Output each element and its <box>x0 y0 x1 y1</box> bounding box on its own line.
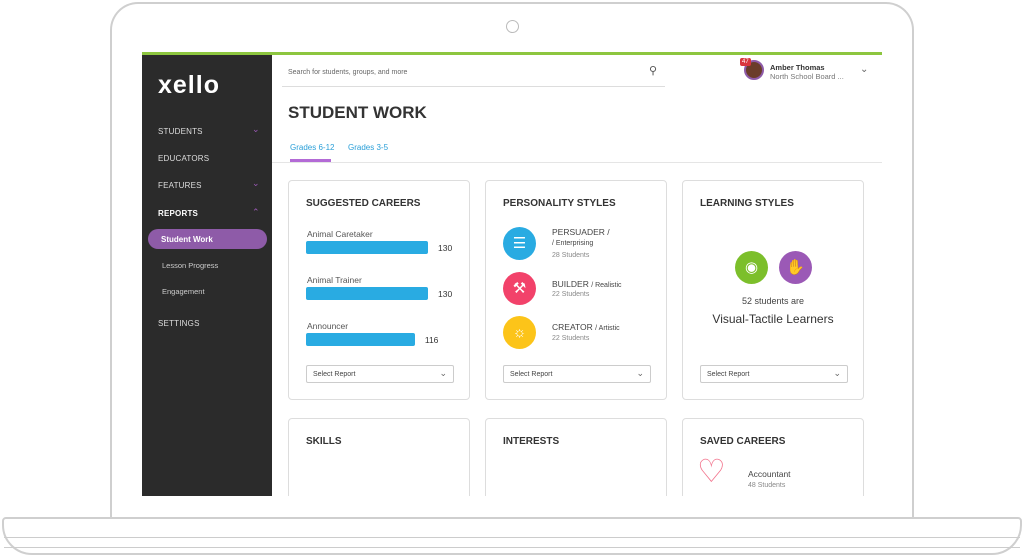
sidebar-item-features[interactable]: FEATURES <box>158 181 202 190</box>
sidebar-item-lesson-progress[interactable]: Lesson Progress <box>162 261 219 270</box>
search-icon[interactable]: ⚲ <box>649 65 658 77</box>
career-label: Animal Trainer <box>307 275 362 285</box>
career-bar <box>306 333 415 346</box>
career-value: 130 <box>438 289 453 299</box>
card-title: SKILLS <box>306 436 342 447</box>
sidebar: xello STUDENTS ⌄ EDUCATORS FEATURES ⌄ RE… <box>142 55 272 496</box>
card-title: SAVED CAREERS <box>700 436 786 447</box>
personality-count: 22 Students <box>552 291 590 298</box>
divider <box>272 162 882 163</box>
personality-name: PERSUADER / <box>552 227 610 237</box>
personality-styles-card: PERSONALITY STYLES ☰ PERSUADER / / Enter… <box>485 180 667 400</box>
sidebar-item-educators[interactable]: EDUCATORS <box>158 154 210 163</box>
card-title: SUGGESTED CAREERS <box>306 198 421 209</box>
sidebar-item-students[interactable]: STUDENTS <box>158 127 203 136</box>
screen: xello STUDENTS ⌄ EDUCATORS FEATURES ⌄ RE… <box>142 52 882 496</box>
laptop-base <box>2 517 1022 555</box>
heart-icon: ♡ <box>697 453 726 489</box>
notification-badge: 47 <box>740 58 751 66</box>
chevron-down-icon[interactable]: ⌄ <box>252 178 260 188</box>
select-label: Select Report <box>707 371 750 378</box>
logo: xello <box>158 71 220 99</box>
career-label: Animal Caretaker <box>307 229 373 239</box>
personality-count: 28 Students <box>552 252 590 259</box>
sidebar-item-engagement[interactable]: Engagement <box>162 287 205 296</box>
eye-icon: ◉ <box>735 251 768 284</box>
career-value: 116 <box>424 335 439 345</box>
user-name: Amber Thomas <box>770 63 825 72</box>
sidebar-item-student-work[interactable]: Student Work <box>148 229 267 249</box>
page-title: STUDENT WORK <box>288 103 427 122</box>
select-label: Select Report <box>510 371 553 378</box>
user-menu-chevron-icon[interactable]: ⌄ <box>860 64 869 75</box>
card-title: PERSONALITY STYLES <box>503 198 616 209</box>
personality-type: / Enterprising <box>552 240 594 247</box>
user-org: North School Board ... <box>770 72 844 81</box>
saved-careers-card: SAVED CAREERS ♡ Accountant 48 Students <box>682 418 864 496</box>
camera <box>506 20 519 33</box>
laptop-lid <box>110 2 914 524</box>
career-label: Announcer <box>307 321 349 331</box>
learning-styles-card: LEARNING STYLES ◉ ✋ 52 students are Visu… <box>682 180 864 400</box>
suggested-careers-card: SUGGESTED CAREERS Animal Caretaker 130 A… <box>288 180 470 400</box>
search-input[interactable]: Search for students, groups, and more <box>288 69 408 76</box>
chevron-down-icon: ⌄ <box>833 368 841 378</box>
chevron-down-icon: ⌄ <box>636 368 644 378</box>
hammer-icon: ⚒ <box>503 272 536 305</box>
saved-career-count: 48 Students <box>748 482 786 489</box>
sidebar-item-reports[interactable]: REPORTS <box>158 209 199 218</box>
tab-grades-6-12[interactable]: Grades 6-12 <box>290 143 335 152</box>
hand-icon: ✋ <box>779 251 812 284</box>
saved-career-name: Accountant <box>748 469 791 479</box>
select-label: Select Report <box>313 371 356 378</box>
learners-count: 52 students are <box>741 296 805 306</box>
search-underline <box>282 86 665 87</box>
speech-bubble-icon: ☰ <box>503 227 536 260</box>
personality-count: 22 Students <box>552 335 590 342</box>
personality-name: BUILDER / Realistic <box>552 279 622 289</box>
career-value: 130 <box>438 243 453 253</box>
active-tab-indicator <box>290 159 331 162</box>
skills-card: SKILLS <box>288 418 470 496</box>
career-bar <box>306 241 428 254</box>
personality-name: CREATOR / Artistic <box>552 322 620 332</box>
interests-card: INTERESTS <box>485 418 667 496</box>
chevron-down-icon[interactable]: ⌄ <box>252 124 260 134</box>
sidebar-item-settings[interactable]: SETTINGS <box>158 319 200 328</box>
select-report-dropdown[interactable]: Select Report ⌄ <box>503 365 651 383</box>
select-report-dropdown[interactable]: Select Report ⌄ <box>700 365 848 383</box>
chevron-up-icon[interactable]: ⌃ <box>252 207 260 217</box>
career-bar <box>306 287 428 300</box>
card-title: INTERESTS <box>503 436 560 447</box>
tab-grades-3-5[interactable]: Grades 3-5 <box>348 143 389 152</box>
lightbulb-icon: ☼ <box>503 316 536 349</box>
chevron-down-icon: ⌄ <box>439 368 447 378</box>
learners-type: Visual-Tactile Learners <box>712 312 834 326</box>
card-title: LEARNING STYLES <box>700 198 794 209</box>
select-report-dropdown[interactable]: Select Report ⌄ <box>306 365 454 383</box>
